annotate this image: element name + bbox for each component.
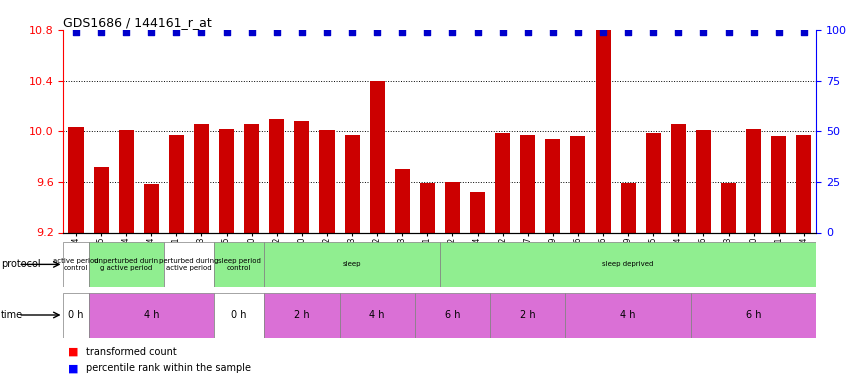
Text: 0 h: 0 h	[232, 310, 247, 320]
Bar	[219, 129, 234, 232]
Bar	[772, 136, 786, 232]
Text: perturbed during
active period: perturbed during active period	[159, 258, 218, 271]
Bar	[339, 292, 415, 338]
Text: ■: ■	[68, 363, 78, 373]
Bar	[118, 130, 134, 232]
Bar	[445, 182, 460, 232]
Bar	[546, 139, 560, 232]
Point	[722, 29, 735, 35]
Bar	[89, 242, 164, 287]
Bar	[69, 128, 84, 232]
Bar	[214, 292, 264, 338]
Bar	[621, 183, 635, 232]
Bar	[796, 135, 811, 232]
Point	[371, 29, 384, 35]
Bar	[570, 136, 585, 232]
Point	[571, 29, 585, 35]
Bar	[470, 192, 485, 232]
Text: 0 h: 0 h	[69, 310, 84, 320]
Text: transformed count: transformed count	[86, 347, 177, 357]
Point	[621, 29, 634, 35]
Bar	[395, 169, 409, 232]
Text: protocol: protocol	[1, 260, 41, 269]
Bar	[344, 135, 360, 232]
Text: sleep deprived: sleep deprived	[602, 261, 654, 267]
Text: 6 h: 6 h	[445, 310, 460, 320]
Text: 4 h: 4 h	[370, 310, 385, 320]
Bar	[89, 292, 214, 338]
Text: 4 h: 4 h	[620, 310, 636, 320]
Point	[270, 29, 283, 35]
Text: 2 h: 2 h	[520, 310, 536, 320]
Bar	[691, 292, 816, 338]
Bar	[565, 292, 691, 338]
Text: sleep: sleep	[343, 261, 361, 267]
Point	[470, 29, 484, 35]
Point	[195, 29, 208, 35]
Bar	[370, 81, 385, 232]
Point	[220, 29, 233, 35]
Point	[696, 29, 710, 35]
Point	[320, 29, 333, 35]
Bar	[495, 132, 510, 232]
Bar	[264, 242, 440, 287]
Bar	[264, 292, 339, 338]
Bar	[746, 129, 761, 232]
Point	[420, 29, 434, 35]
Bar	[63, 242, 89, 287]
Point	[797, 29, 810, 35]
Point	[672, 29, 685, 35]
Point	[446, 29, 459, 35]
Text: GDS1686 / 144161_r_at: GDS1686 / 144161_r_at	[63, 16, 212, 29]
Text: active period
control: active period control	[53, 258, 99, 271]
Point	[145, 29, 158, 35]
Bar	[440, 242, 816, 287]
Text: time: time	[1, 310, 23, 320]
Point	[94, 29, 107, 35]
Point	[496, 29, 509, 35]
Bar	[415, 292, 490, 338]
Text: sleep period
control: sleep period control	[217, 258, 261, 271]
Bar	[320, 130, 334, 232]
Text: 4 h: 4 h	[144, 310, 159, 320]
Point	[69, 29, 83, 35]
Bar	[269, 118, 284, 232]
Bar	[696, 130, 711, 232]
Point	[772, 29, 785, 35]
Bar	[63, 292, 89, 338]
Point	[521, 29, 535, 35]
Point	[596, 29, 610, 35]
Text: ■: ■	[68, 347, 78, 357]
Bar	[645, 132, 661, 232]
Point	[244, 29, 258, 35]
Point	[395, 29, 409, 35]
Bar	[721, 183, 736, 232]
Text: 6 h: 6 h	[746, 310, 761, 320]
Bar	[94, 166, 108, 232]
Bar	[490, 292, 565, 338]
Bar	[420, 183, 435, 232]
Point	[345, 29, 359, 35]
Point	[119, 29, 133, 35]
Bar	[520, 135, 536, 232]
Text: percentile rank within the sample: percentile rank within the sample	[86, 363, 251, 373]
Text: 2 h: 2 h	[294, 310, 310, 320]
Bar	[144, 184, 159, 232]
Bar	[294, 121, 310, 232]
Bar	[164, 242, 214, 287]
Point	[546, 29, 559, 35]
Point	[646, 29, 660, 35]
Point	[295, 29, 309, 35]
Bar	[194, 124, 209, 232]
Bar	[671, 124, 686, 232]
Bar	[214, 242, 264, 287]
Bar	[596, 30, 611, 232]
Bar	[244, 124, 259, 232]
Bar	[169, 135, 184, 232]
Point	[169, 29, 183, 35]
Text: unperturbed durin
g active period: unperturbed durin g active period	[94, 258, 158, 271]
Point	[747, 29, 761, 35]
